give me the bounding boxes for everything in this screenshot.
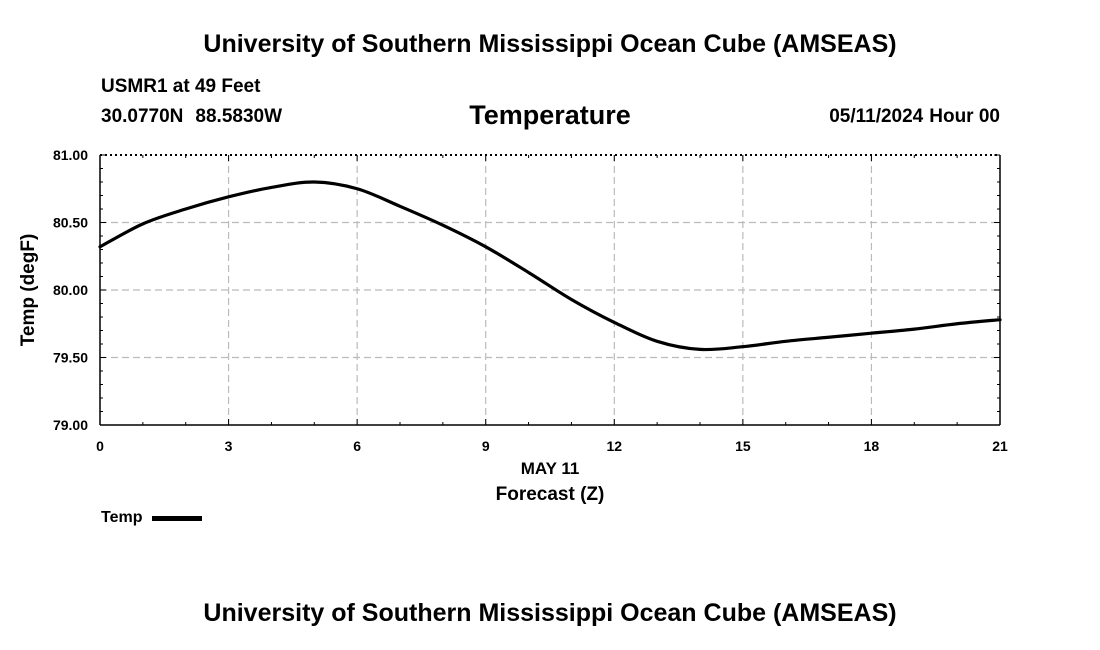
x-axis-date-label: MAY 11 (521, 459, 580, 478)
legend: Temp (101, 509, 203, 527)
x-tick-label: 21 (992, 438, 1008, 454)
x-tick-label: 18 (864, 438, 880, 454)
y-axis-title: Temp (degF) (18, 234, 39, 347)
variable-title: Temperature (469, 100, 631, 130)
station-label: USMR1 at 49 Feet (101, 76, 261, 97)
x-tick-label: 9 (482, 438, 490, 454)
forecast-datetime: 05/11/2024 Hour 00 (829, 106, 1000, 128)
forecast-date: 05/11/2024 (829, 106, 924, 127)
x-tick-label: 12 (606, 438, 622, 454)
x-tick-label: 0 (96, 438, 104, 454)
y-tick-label: 80.00 (53, 282, 88, 298)
chart-title: University of Southern Mississippi Ocean… (203, 30, 897, 58)
x-tick-label: 15 (735, 438, 751, 454)
y-tick-label: 81.00 (53, 147, 88, 163)
y-tick-label: 79.00 (53, 417, 88, 433)
y-tick-label: 79.50 (53, 350, 88, 366)
longitude-label: 88.5830W (195, 106, 283, 127)
latitude-label: 30.0770N (101, 106, 184, 127)
x-tick-label: 3 (225, 438, 233, 454)
footer-title: University of Southern Mississippi Ocean… (203, 599, 897, 627)
series-line-temp (98, 180, 1002, 352)
legend-swatch (152, 515, 203, 521)
forecast-hour: Hour 00 (929, 106, 1000, 127)
legend-label: Temp (101, 509, 143, 526)
x-axis-title: Forecast (Z) (496, 484, 605, 505)
x-tick-label: 6 (353, 438, 361, 454)
station-coordinates: 30.0770N 88.5830W (101, 106, 282, 128)
y-tick-label: 80.50 (53, 215, 88, 231)
